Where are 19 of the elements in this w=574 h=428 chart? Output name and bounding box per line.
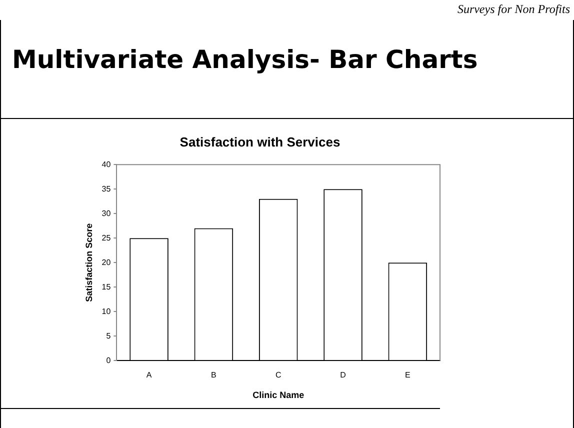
- y-tick-label: 35: [102, 184, 112, 194]
- y-tick-label: 40: [102, 160, 112, 169]
- x-tick-label: B: [211, 370, 216, 380]
- text: Multivariate Analysis- Bar Charts: [12, 45, 478, 74]
- chart-title: Satisfaction with Services: [180, 134, 340, 150]
- y-tick-label: 5: [106, 331, 112, 340]
- y-tick-label: 0: [106, 356, 112, 365]
- x-tick-label: E: [405, 370, 410, 380]
- y-tick-label: 15: [102, 282, 112, 292]
- x-axis-title: Clinic Name: [252, 390, 304, 400]
- y-tick-label: 30: [102, 208, 112, 218]
- y-tick-label: 20: [102, 258, 112, 267]
- y-tick-label: 10: [102, 306, 112, 316]
- x-tick-label: D: [340, 370, 346, 380]
- y-tick-label: 25: [102, 233, 112, 242]
- x-tick-label: C: [275, 370, 282, 380]
- y-axis-title: Satisfaction Score: [84, 223, 94, 302]
- text: Surveys for Non Profits: [457, 2, 570, 17]
- x-tick-label: A: [146, 370, 152, 380]
